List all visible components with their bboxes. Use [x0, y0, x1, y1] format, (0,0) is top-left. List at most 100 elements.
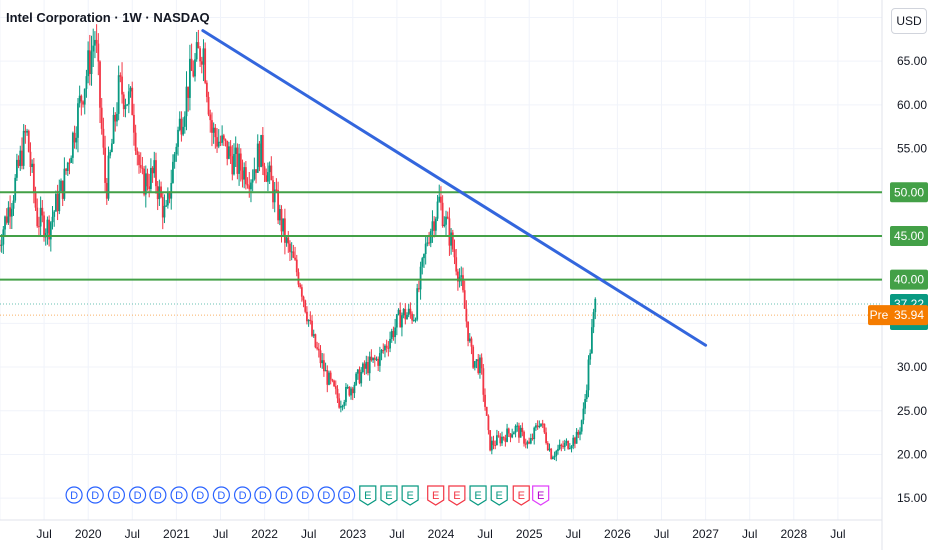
dividend-marker — [170, 486, 188, 504]
candle-body — [151, 167, 154, 174]
candle-body — [292, 251, 295, 258]
candle-body — [251, 179, 254, 183]
candle-body — [116, 113, 118, 122]
candle-body — [205, 82, 208, 97]
candle-body — [95, 39, 98, 44]
candle-body — [250, 182, 252, 190]
earnings-marker — [427, 485, 445, 506]
x-tick-label: 2026 — [604, 527, 631, 541]
candle-body — [378, 353, 381, 366]
candle-body — [194, 59, 196, 77]
event-marker-label: D — [343, 490, 351, 502]
x-tick-label: Jul — [742, 527, 757, 541]
x-tick-label: Jul — [301, 527, 316, 541]
candle-body — [356, 369, 359, 374]
candle-body — [243, 167, 246, 180]
candle-body — [562, 445, 564, 448]
candle-body — [497, 435, 500, 437]
candle-body — [17, 159, 20, 166]
candle-body — [22, 130, 25, 166]
dividend-marker — [317, 486, 335, 504]
candle-body — [572, 437, 575, 447]
candle-body — [109, 152, 112, 156]
candle-body — [365, 362, 368, 369]
candle-body — [499, 436, 502, 444]
candle-body — [568, 448, 571, 450]
dividend-marker — [65, 486, 83, 504]
candle-body — [41, 207, 44, 216]
candle-body — [231, 156, 234, 175]
candle-body — [261, 135, 264, 167]
currency-button[interactable]: USD — [891, 8, 927, 34]
candle-body — [577, 431, 580, 435]
candle-body — [172, 161, 174, 183]
candle-body — [548, 448, 551, 451]
x-tick-label: 2024 — [428, 527, 455, 541]
candle-body — [307, 319, 310, 322]
candle-body — [390, 331, 393, 339]
candle-body — [336, 388, 339, 399]
candle-body — [216, 137, 218, 147]
candle-body — [462, 275, 464, 291]
candle-body — [239, 153, 242, 171]
y-tick-label: 55.00 — [897, 142, 927, 156]
candle-body — [557, 448, 559, 451]
candle-body — [311, 320, 313, 336]
pre-market-price-label: 35.94 — [894, 308, 924, 322]
candle-body — [550, 448, 553, 460]
candle-body — [161, 197, 164, 218]
event-marker-label: E — [518, 490, 525, 502]
candle-body — [192, 70, 195, 77]
candle-body — [319, 350, 322, 364]
candle-body — [273, 189, 276, 203]
candle-body — [51, 216, 54, 223]
candle-body — [565, 440, 568, 443]
candle-body — [9, 207, 12, 217]
dividend-marker — [296, 486, 314, 504]
candle-body — [258, 143, 261, 167]
event-marker-label: D — [154, 490, 162, 502]
candle-body — [523, 431, 525, 444]
candle-body — [541, 423, 544, 425]
candle-body — [540, 423, 542, 427]
candle-body — [394, 327, 397, 338]
candle-body — [289, 243, 291, 252]
candle-body — [21, 150, 23, 166]
candle-body — [575, 431, 578, 444]
candle-body — [309, 319, 312, 321]
candle-body — [375, 358, 378, 360]
candle-body — [136, 150, 139, 155]
candle-body — [14, 177, 17, 201]
event-marker-label: D — [196, 490, 204, 502]
event-marker-label: D — [322, 490, 330, 502]
candle-body — [300, 287, 303, 297]
candle-body — [0, 244, 3, 246]
candle-body — [551, 457, 554, 460]
candle-body — [10, 208, 13, 217]
candle-body — [492, 440, 495, 446]
candle-body — [185, 86, 188, 117]
y-tick-label: 60.00 — [897, 98, 927, 112]
candle-body — [88, 50, 91, 75]
candle-body — [373, 357, 376, 360]
candle-body — [122, 94, 125, 110]
candle-body — [567, 440, 570, 449]
candle-body — [139, 165, 142, 168]
candle-body — [104, 147, 106, 183]
candle-body — [329, 372, 332, 380]
candle-body — [485, 406, 488, 416]
candle-body — [144, 173, 147, 195]
candle-body — [343, 402, 346, 407]
candle-body — [448, 218, 451, 246]
candle-body — [119, 75, 122, 77]
candle-body — [39, 207, 42, 227]
candle-body — [2, 229, 5, 245]
candle-body — [285, 237, 288, 243]
candle-body — [473, 361, 476, 368]
candle-body — [143, 168, 146, 195]
candle-body — [355, 373, 358, 385]
candle-body — [363, 363, 366, 369]
candle-body — [406, 314, 408, 320]
candle-body — [163, 205, 166, 218]
